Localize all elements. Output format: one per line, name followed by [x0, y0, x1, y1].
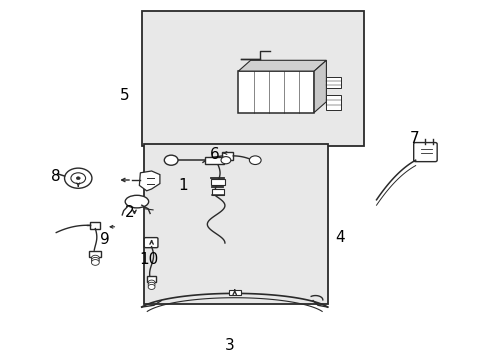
Bar — [211, 179, 224, 185]
Text: 9: 9 — [100, 232, 110, 247]
Ellipse shape — [125, 195, 148, 208]
Bar — [90, 222, 100, 229]
Text: 5: 5 — [120, 88, 129, 103]
Polygon shape — [238, 60, 326, 71]
Bar — [326, 77, 341, 88]
Circle shape — [148, 280, 155, 285]
Bar — [205, 157, 224, 164]
Bar — [144, 144, 327, 304]
Circle shape — [148, 284, 155, 289]
Text: 7: 7 — [409, 131, 419, 146]
Text: 8: 8 — [51, 169, 61, 184]
Circle shape — [64, 168, 92, 188]
Circle shape — [249, 156, 261, 165]
Circle shape — [91, 257, 99, 263]
Circle shape — [76, 177, 80, 180]
Bar — [89, 251, 101, 257]
Polygon shape — [139, 171, 160, 191]
Bar — [238, 71, 313, 112]
Text: 4: 4 — [334, 230, 344, 245]
Text: 6: 6 — [210, 147, 220, 162]
Bar — [326, 95, 341, 110]
Circle shape — [221, 157, 230, 164]
FancyBboxPatch shape — [144, 238, 158, 248]
Bar — [142, 11, 364, 146]
Circle shape — [71, 173, 85, 184]
Text: 10: 10 — [139, 252, 159, 267]
Circle shape — [91, 255, 99, 261]
FancyBboxPatch shape — [413, 143, 436, 162]
Polygon shape — [313, 60, 326, 112]
Bar — [228, 290, 240, 295]
Text: 1: 1 — [178, 178, 188, 193]
Circle shape — [164, 155, 178, 165]
Text: 2: 2 — [124, 205, 134, 220]
Bar — [146, 276, 156, 282]
Bar — [222, 152, 233, 160]
Circle shape — [148, 282, 155, 287]
Circle shape — [91, 260, 99, 265]
Bar — [212, 189, 224, 195]
Text: 3: 3 — [224, 338, 234, 353]
